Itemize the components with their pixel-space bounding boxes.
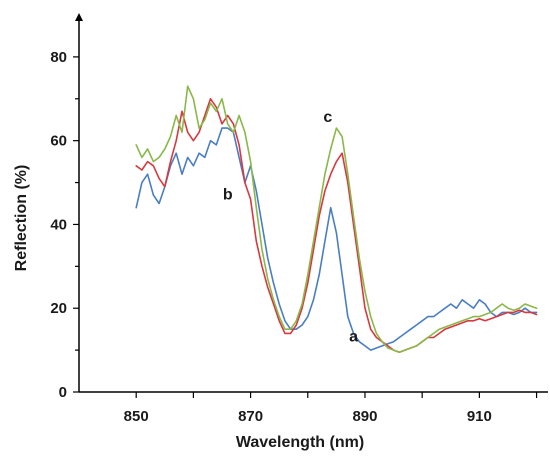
- series-label-c: c: [323, 109, 332, 126]
- y-tick-label: 20: [50, 300, 67, 317]
- y-tick-label: 60: [50, 133, 67, 150]
- y-axis-arrow: [75, 13, 83, 21]
- x-tick-label: 910: [467, 408, 492, 425]
- x-tick-label: 850: [124, 408, 149, 425]
- y-tick-label: 40: [50, 216, 67, 233]
- y-tick-label: 80: [50, 49, 67, 66]
- chart-series: [135, 85, 538, 353]
- x-axis-title: Wavelength (nm): [236, 434, 364, 451]
- series-line-b: [135, 98, 538, 353]
- y-tick-label: 0: [59, 384, 67, 401]
- chart-series-labels: a b c: [223, 109, 358, 346]
- x-tick-label: 870: [238, 408, 263, 425]
- chart-ticks: 0 20 40 60 80 850 870 890 910: [50, 49, 538, 425]
- y-axis-title: Reflection (%): [13, 165, 30, 272]
- series-line-c: [135, 85, 538, 353]
- chart-axes: [75, 13, 548, 393]
- series-line-a: [135, 127, 538, 351]
- series-label-b: b: [223, 186, 233, 203]
- series-label-a: a: [349, 329, 358, 346]
- x-tick-label: 890: [352, 408, 377, 425]
